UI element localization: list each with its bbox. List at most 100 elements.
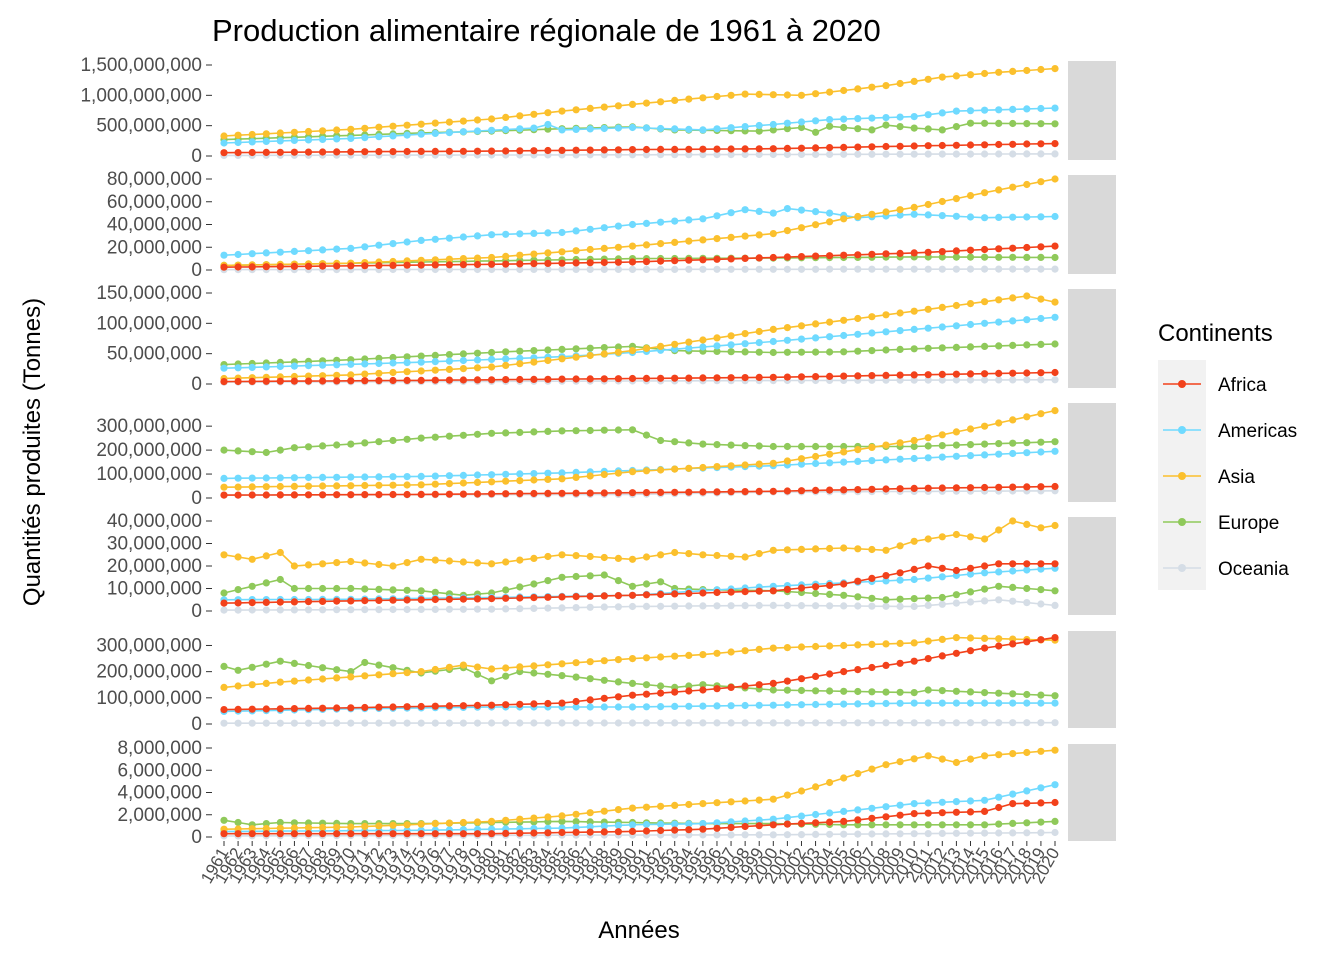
data-point-asia [290,482,298,490]
data-point-africa [614,693,623,701]
data-point-americas [741,701,749,710]
data-point-asia [840,316,848,324]
data-point-asia [797,455,806,463]
data-point-europe [319,584,327,593]
data-point-africa [558,259,566,267]
data-point-africa [375,703,383,711]
data-point-europe [840,591,848,599]
data-point-africa [473,260,482,269]
data-point-americas [840,115,848,123]
data-point-africa [361,377,369,385]
data-point-americas [248,250,256,258]
data-point-americas [1051,104,1059,112]
data-point-asia [797,224,806,232]
data-point-africa [966,564,975,572]
data-point-europe [910,595,918,603]
data-point-americas [375,359,383,368]
data-point-oceania [769,831,777,839]
data-point-americas [812,700,820,709]
data-point-africa [459,595,467,603]
data-point-europe [1009,119,1017,128]
data-point-africa [459,702,467,710]
data-point-africa [981,141,989,149]
data-point-africa [769,253,777,262]
data-point-africa [220,491,228,499]
data-point-europe [924,686,932,694]
data-point-africa [234,705,242,714]
data-point-oceania [868,602,876,610]
data-point-africa [248,599,256,607]
data-point-europe [586,675,594,683]
y-tick-label: 1,000,000,000 [80,85,202,106]
data-point-africa [417,261,425,269]
data-point-africa [826,581,834,590]
data-point-africa [1051,634,1059,642]
data-point-africa [938,484,946,492]
data-point-europe [1037,340,1045,348]
data-point-africa [530,700,538,708]
data-point-asia [882,441,890,449]
data-point-europe [502,586,510,594]
data-point-africa [304,704,313,713]
data-point-africa [628,489,637,497]
data-point-asia [896,309,904,317]
data-point-americas [840,700,848,708]
data-point-asia [755,90,763,98]
data-point-asia [445,663,453,671]
data-point-asia [952,72,961,80]
data-point-europe [1051,817,1059,826]
data-point-africa [882,572,890,580]
data-point-oceania [685,719,693,727]
data-point-americas [572,703,580,711]
data-point-europe [938,253,946,261]
data-point-oceania [319,719,327,727]
legend-key-point [1178,472,1186,480]
data-point-americas [995,213,1003,221]
data-point-oceania [389,719,397,727]
data-point-europe [854,593,862,601]
data-point-asia [657,466,665,474]
data-point-americas [234,474,242,482]
data-point-africa [812,252,820,260]
data-point-americas [375,473,383,481]
data-point-asia [361,672,369,680]
data-point-asia [600,350,608,358]
data-point-oceania [966,150,975,158]
data-point-americas [966,570,975,578]
data-point-americas [1023,566,1031,574]
data-point-asia [473,559,482,567]
data-point-asia [614,243,623,251]
data-point-asia [755,231,763,239]
data-point-asia [234,682,242,690]
data-point-asia [544,813,552,821]
data-point-asia [572,473,580,481]
data-point-africa [276,598,284,606]
data-point-africa [614,828,623,836]
data-point-europe [347,584,355,593]
data-point-oceania [854,150,862,158]
data-point-americas [783,814,792,822]
data-point-africa [389,490,397,499]
data-point-asia [769,459,777,467]
data-point-europe [262,448,270,457]
data-point-africa [572,375,580,383]
data-point-africa [882,813,890,821]
data-point-asia [304,372,313,380]
data-point-oceania [995,376,1003,384]
data-point-asia [600,657,608,665]
data-point-europe [910,689,918,697]
data-point-europe [544,670,552,678]
data-point-africa [572,697,580,706]
data-point-oceania [995,150,1003,158]
data-point-asia [713,799,721,807]
data-point-europe [1037,691,1045,699]
data-point-americas [896,576,904,584]
data-point-africa [502,829,510,838]
data-point-africa [1023,799,1031,807]
data-point-asia [981,634,989,643]
data-point-oceania [347,606,355,614]
data-point-africa [896,485,904,493]
data-point-oceania [431,605,439,614]
data-point-oceania [882,602,890,610]
data-point-africa [502,147,510,155]
